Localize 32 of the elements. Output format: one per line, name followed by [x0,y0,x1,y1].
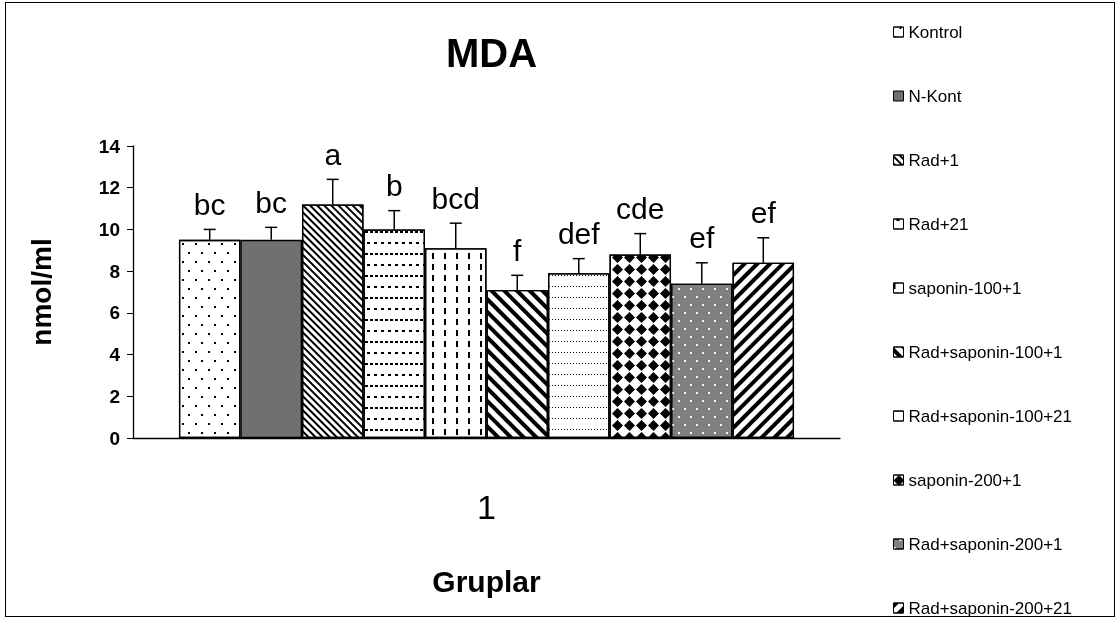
y-tick-label: 10 [98,218,120,240]
x-axis-title: Gruplar [432,564,541,598]
data-label: bc [255,185,288,219]
legend-label: N-Kont [908,86,962,106]
legend-label: Rad+saponin-100+1 [908,342,1063,362]
data-label: a [324,137,342,171]
legend-label: Rad+saponin-200+21 [908,598,1073,618]
data-label: ef [750,196,777,230]
legend-label: Rad+saponin-200+1 [908,534,1063,554]
legend-label: saponin-200+1 [908,470,1022,490]
legend-label: Rad+1 [908,150,960,170]
y-tick-label: 2 [109,385,120,407]
legend-label: Kontrol [908,22,963,42]
legend-label: saponin-100+1 [908,278,1022,298]
data-label: cde [616,192,665,226]
data-label: def [557,217,601,251]
y-axis-title: nmol/ml [25,238,57,346]
y-tick-label: 0 [109,427,120,449]
y-tick-label: 4 [109,344,121,366]
data-label: bc [193,187,226,221]
legend-label: Rad+21 [908,214,969,234]
data-label: b [385,169,403,203]
y-tick-label: 6 [109,302,120,324]
y-tick-label: 8 [109,260,120,282]
data-label: ef [689,221,715,255]
x-tick-label: 1 [477,488,496,526]
y-tick-label: 14 [98,135,121,157]
legend-label: Rad+saponin-100+21 [908,406,1073,426]
data-label: f [513,233,523,267]
y-tick-label: 12 [98,177,120,199]
data-label: bcd [431,181,480,215]
chart-title: MDA [445,31,538,75]
